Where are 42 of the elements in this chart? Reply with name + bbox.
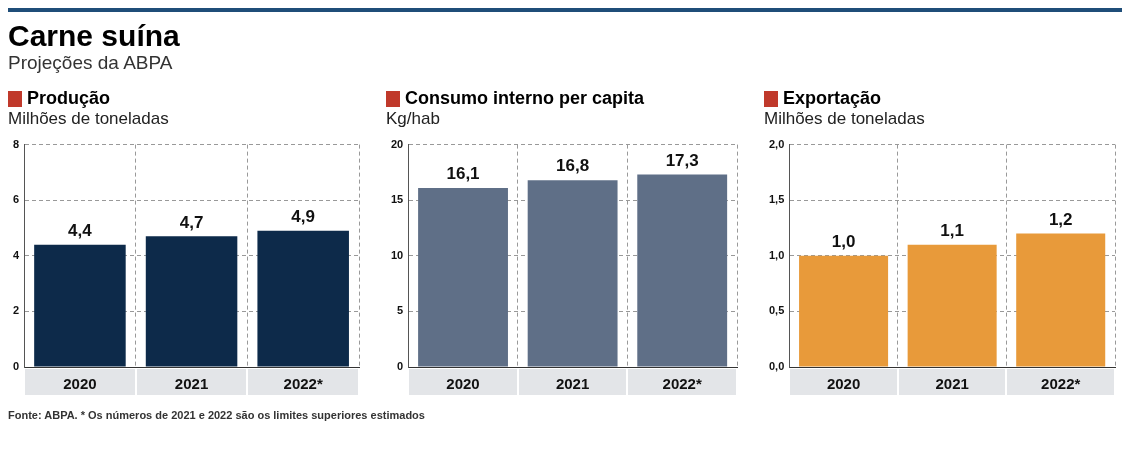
y-tick-label: 0,0 [768, 360, 785, 373]
data-label: 17,3 [665, 150, 699, 170]
y-tick-label: 10 [390, 248, 404, 261]
data-label: 1,0 [831, 231, 856, 251]
text: Carne suína [8, 19, 181, 52]
y-tick-label: 2 [12, 304, 20, 317]
y-tick-label: 20 [390, 137, 404, 150]
data-label: 4,7 [179, 212, 204, 232]
text: Projeções da ABPA [8, 52, 174, 74]
y-tick-label: 2,0 [768, 137, 785, 150]
y-tick-label: 5 [397, 304, 404, 317]
chart-title: Exportação [783, 88, 882, 109]
y-tick-label: 1,5 [768, 193, 785, 206]
y-tick-label: 6 [12, 193, 20, 206]
y-tick-label: 4 [12, 248, 20, 261]
x-tick-label: 2021 [174, 375, 209, 393]
chart-subtitle: Kg/hab [386, 109, 441, 129]
x-tick-label: 2022* [662, 375, 702, 393]
data-label: 4,4 [68, 220, 93, 240]
chart-subtitle: Milhões de toneladas [8, 109, 170, 129]
x-tick-label: 2022* [283, 375, 323, 393]
x-tick-label: 2020 [63, 375, 97, 393]
chart-subtitle: Milhões de toneladas [764, 109, 926, 129]
y-tick-label: 15 [390, 193, 404, 206]
y-tick-label: 0 [397, 360, 404, 373]
y-tick-label: 0,5 [768, 304, 785, 317]
data-label: 16,8 [556, 156, 590, 176]
source-note: Fonte: ABPA. * Os números de 2021 e 2022 são os limites superiores estimados [8, 409, 426, 421]
chart-title: Produção [27, 88, 111, 109]
x-tick-label: 2021 [935, 375, 969, 393]
data-label: 4,9 [291, 206, 316, 226]
x-tick-label: 2020 [446, 375, 480, 393]
y-tick-label: 0 [12, 360, 20, 373]
chart-title: Consumo interno per capita [405, 88, 645, 109]
y-tick-label: 8 [12, 137, 20, 150]
data-label: 1,2 [1048, 209, 1073, 229]
x-tick-label: 2021 [555, 375, 590, 393]
x-tick-label: 2020 [826, 375, 861, 393]
y-tick-label: 1,0 [768, 248, 785, 261]
data-label: 1,1 [940, 220, 964, 240]
x-tick-label: 2022* [1041, 375, 1081, 393]
data-label: 16,1 [446, 164, 480, 184]
